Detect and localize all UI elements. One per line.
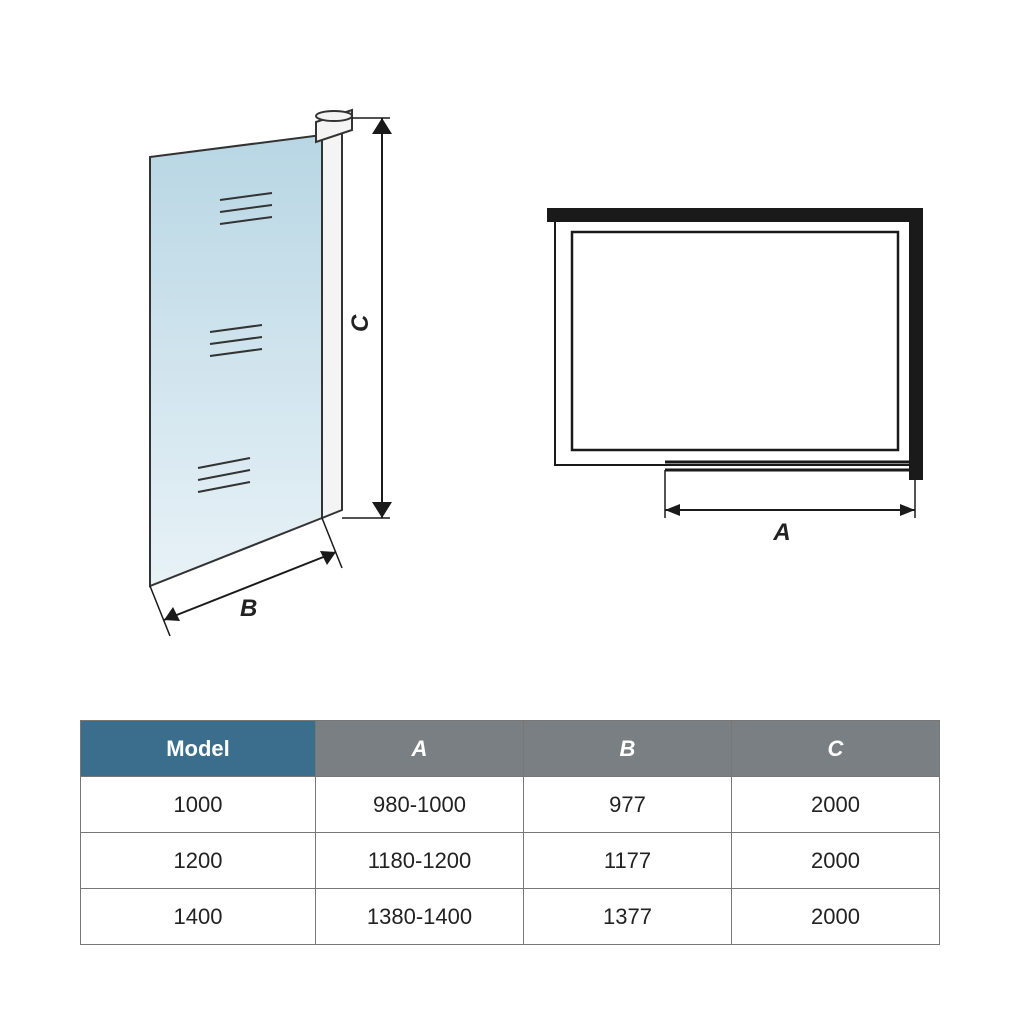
plan-top-bar — [547, 208, 923, 222]
dim-label-a: A — [772, 519, 790, 546]
glass-panel — [150, 135, 322, 586]
col-model: Model — [81, 721, 316, 777]
col-a: A — [316, 721, 524, 777]
cell: 1380-1400 — [316, 889, 524, 945]
cell: 977 — [524, 777, 732, 833]
diagram-canvas: C B A — [0, 0, 1026, 1027]
cell: 980-1000 — [316, 777, 524, 833]
cell: 1000 — [81, 777, 316, 833]
cell: 2000 — [732, 777, 940, 833]
col-c: C — [732, 721, 940, 777]
spec-table: Model A B C 1000 980-1000 977 2000 1200 … — [80, 720, 940, 945]
cell: 1177 — [524, 833, 732, 889]
table-header-row: Model A B C — [81, 721, 940, 777]
cell: 1377 — [524, 889, 732, 945]
table-row: 1200 1180-1200 1177 2000 — [81, 833, 940, 889]
dim-label-b: B — [240, 595, 257, 622]
cell: 1180-1200 — [316, 833, 524, 889]
table-body: 1000 980-1000 977 2000 1200 1180-1200 11… — [81, 777, 940, 945]
cell: 1200 — [81, 833, 316, 889]
frame-side-bar — [322, 127, 342, 518]
plan-outline — [555, 215, 915, 465]
table-row: 1400 1380-1400 1377 2000 — [81, 889, 940, 945]
col-b: B — [524, 721, 732, 777]
drawing-plan-view: A — [500, 170, 970, 590]
plan-inner — [572, 232, 898, 450]
dim-label-c: C — [347, 314, 374, 332]
cell: 2000 — [732, 889, 940, 945]
table-row: 1000 980-1000 977 2000 — [81, 777, 940, 833]
dimension-c: C — [342, 118, 390, 518]
cell: 1400 — [81, 889, 316, 945]
dimension-a: A — [665, 470, 915, 546]
drawing-3d-panel: C B — [20, 0, 490, 700]
cell: 2000 — [732, 833, 940, 889]
plan-right-bar — [909, 208, 923, 480]
